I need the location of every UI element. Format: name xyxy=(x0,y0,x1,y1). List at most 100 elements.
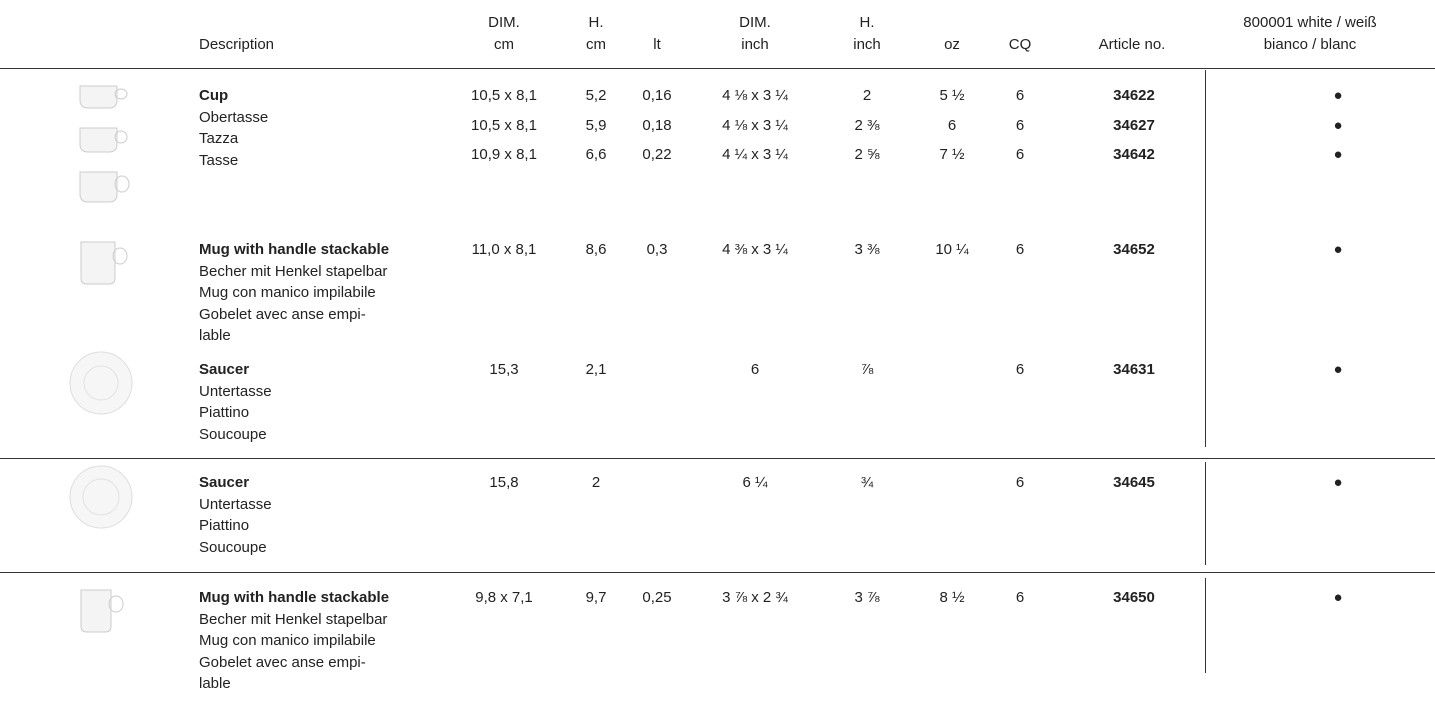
availability-dot: ● xyxy=(1333,361,1343,378)
column-header: Article no. xyxy=(1098,36,1166,53)
cell: 6 xyxy=(1015,241,1025,258)
cell: 8,6 xyxy=(585,241,607,258)
product-translation: Gobelet avec anse empi- xyxy=(199,305,366,323)
product-translation: Mug con manico impilabile xyxy=(199,284,376,301)
cell: 9,8 x 7,1 xyxy=(475,589,533,606)
cell: 0,16 xyxy=(642,87,672,104)
cell: 15,3 xyxy=(489,361,519,378)
column-header: CQ xyxy=(1008,36,1032,53)
cell: 7 ½ xyxy=(939,146,965,163)
cell: 3 ⅞ x 2 ¾ xyxy=(722,589,788,606)
product-translation: Untertasse xyxy=(199,495,272,513)
cell: 6 ¼ xyxy=(742,474,768,491)
cell: 6 xyxy=(1015,146,1025,163)
cell: 6 xyxy=(1015,361,1025,378)
cell: 10 ¼ xyxy=(935,241,969,258)
cell: 2 ⅝ xyxy=(854,146,880,163)
product-translation: Becher mit Henkel stapelbar xyxy=(199,262,388,280)
cell: 4 ⅛ x 3 ¼ xyxy=(722,87,788,104)
cell: 2 ⅜ xyxy=(854,116,880,134)
cell: 2 xyxy=(862,87,872,104)
cell: 2,1 xyxy=(585,361,607,378)
cell: 8 ½ xyxy=(939,589,965,606)
column-divider xyxy=(1205,578,1206,673)
availability-dot: ● xyxy=(1333,474,1343,491)
cell: ⅞ xyxy=(860,361,874,378)
cell: 5,2 xyxy=(585,87,607,104)
product-translation: lable xyxy=(199,327,231,344)
product-translation: Becher mit Henkel stapelbar xyxy=(199,610,388,628)
cell: 6,6 xyxy=(585,146,607,163)
product-translation: Gobelet avec anse empi- xyxy=(199,653,366,671)
cell: 0,18 xyxy=(642,116,672,134)
cell: 6 xyxy=(1015,474,1025,491)
cell: 34650 xyxy=(1113,589,1155,606)
cell: 34652 xyxy=(1113,241,1155,258)
column-header: inch xyxy=(853,36,881,53)
cell: 34631 xyxy=(1113,361,1155,378)
availability-dot: ● xyxy=(1333,241,1343,258)
product-translation: Tazza xyxy=(199,130,239,147)
cell: 0,3 xyxy=(646,241,668,258)
cell: 4 ⅜ x 3 ¼ xyxy=(722,241,788,258)
cell: 3 ⅞ xyxy=(854,589,880,606)
cup-images xyxy=(79,85,130,203)
cell: 5 ½ xyxy=(939,87,965,104)
product-translation: Piattino xyxy=(199,404,250,421)
cell: 6 xyxy=(1015,589,1025,606)
cell: 34627 xyxy=(1113,116,1155,134)
column-header: cm xyxy=(586,36,606,53)
product-translation: Soucoupe xyxy=(199,425,267,443)
header-rule xyxy=(0,68,1435,69)
saucer-image xyxy=(69,351,133,415)
saucer-image xyxy=(69,465,133,529)
cell: ¾ xyxy=(860,474,874,491)
product-translation: Piattino xyxy=(199,517,250,534)
cell: 6 xyxy=(1015,116,1025,134)
availability-dot: ● xyxy=(1333,116,1343,134)
cell: 15,8 xyxy=(489,474,519,491)
column-header: DIM. xyxy=(739,14,771,31)
cell: 6 xyxy=(947,116,957,134)
column-header: bianco / blanc xyxy=(1263,36,1357,53)
column-header: H. xyxy=(859,14,875,31)
cell: 4 ⅛ x 3 ¼ xyxy=(722,116,788,134)
availability-dot: ● xyxy=(1333,146,1343,163)
column-header: lt xyxy=(653,36,661,53)
column-header: oz xyxy=(944,36,960,53)
availability-dot: ● xyxy=(1333,589,1343,606)
product-name: Cup xyxy=(199,87,229,104)
product-name: Saucer xyxy=(199,361,250,378)
product-translation: Soucoupe xyxy=(199,538,267,556)
column-header: cm xyxy=(494,36,514,53)
cell: 34642 xyxy=(1113,146,1155,163)
column-divider xyxy=(1205,462,1206,565)
product-translation: Obertasse xyxy=(199,108,269,126)
cell: 10,5 x 8,1 xyxy=(471,116,537,134)
product-translation: Mug con manico impilabile xyxy=(199,632,376,649)
cell: 0,25 xyxy=(642,589,672,606)
cell: 6 xyxy=(750,361,760,378)
cell: 34622 xyxy=(1113,87,1155,104)
section-rule xyxy=(0,458,1435,459)
column-header: H. xyxy=(588,14,604,31)
column-header: 800001 white / weiß xyxy=(1243,14,1377,31)
product-translation: Tasse xyxy=(199,151,239,169)
product-name: Saucer xyxy=(199,474,250,491)
availability-dot: ● xyxy=(1333,87,1343,104)
cell: 34645 xyxy=(1113,474,1155,491)
column-divider xyxy=(1205,70,1206,447)
column-header: DIM. xyxy=(488,14,520,31)
mug-image xyxy=(80,241,128,285)
cell: 11,0 x 8,1 xyxy=(471,241,537,258)
column-header: inch xyxy=(741,36,769,53)
cell: 6 xyxy=(1015,87,1025,104)
cell: 3 ⅜ xyxy=(854,241,880,258)
column-header: Description xyxy=(199,36,275,53)
cell: 4 ¼ x 3 ¼ xyxy=(722,146,788,163)
cell: 0,22 xyxy=(642,146,672,163)
product-translation: lable xyxy=(199,675,231,692)
cell: 5,9 xyxy=(585,116,607,134)
cell: 10,9 x 8,1 xyxy=(471,146,537,163)
